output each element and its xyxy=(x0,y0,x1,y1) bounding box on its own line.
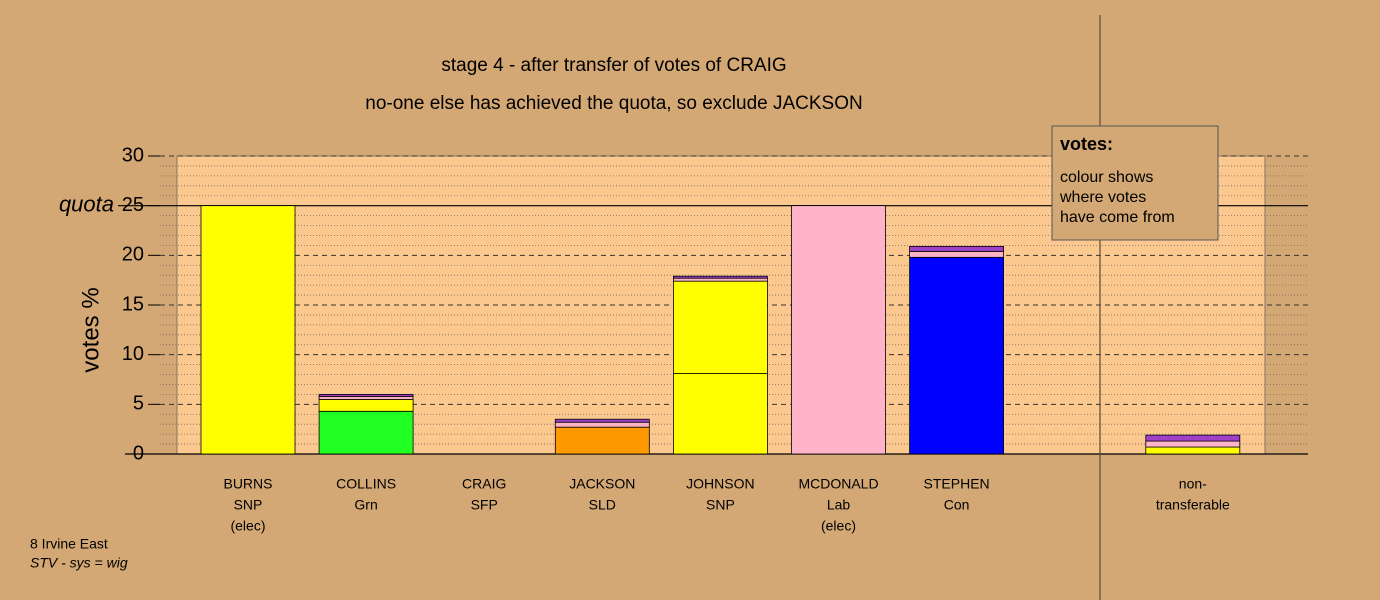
bar-segment xyxy=(318,395,414,400)
x-tick-label: JACKSON xyxy=(569,476,635,492)
y-tick-label: 10 xyxy=(122,343,144,365)
x-tick-label: MCDONALD xyxy=(798,476,878,492)
legend-title: votes: xyxy=(1060,134,1113,154)
legend-text: have come from xyxy=(1060,209,1175,226)
x-tick-label: SNP xyxy=(234,497,263,513)
x-tick-label: COLLINS xyxy=(336,476,396,492)
x-tick-label: SFP xyxy=(471,497,498,513)
y-tick-label: 0 xyxy=(133,442,144,464)
x-tick-label: (elec) xyxy=(821,518,856,534)
bar-segment xyxy=(1145,440,1241,448)
x-tick-label: Lab xyxy=(827,497,851,513)
bar-segment xyxy=(909,256,1004,455)
y-tick-label: 5 xyxy=(133,393,144,415)
bar-segment xyxy=(673,373,768,455)
bar-segment xyxy=(673,277,768,282)
bar-segment xyxy=(318,410,414,455)
y-tick-label: 20 xyxy=(122,244,144,266)
x-tick-label: SLD xyxy=(589,497,616,513)
bar-segment xyxy=(200,205,296,455)
chart-subtitle: no-one else has achieved the quota, so e… xyxy=(365,93,862,114)
quota-label: quota xyxy=(59,191,114,216)
x-tick-label: (elec) xyxy=(230,518,265,534)
x-tick-label: transferable xyxy=(1156,497,1230,513)
y-tick-label: 25 xyxy=(122,194,144,216)
bar-segment xyxy=(791,205,886,455)
y-axis-label: votes % xyxy=(77,287,104,372)
chart-title: stage 4 - after transfer of votes of CRA… xyxy=(441,55,786,76)
x-tick-label: SNP xyxy=(706,497,735,513)
footer-line: STV - sys = wig xyxy=(30,555,128,571)
bar-segment xyxy=(1145,446,1241,455)
x-tick-label: Grn xyxy=(354,497,377,513)
bar-segment xyxy=(554,421,650,428)
bar-segment xyxy=(318,393,414,397)
bar-segment xyxy=(673,280,768,374)
x-tick-label: non- xyxy=(1179,476,1207,492)
x-tick-label: STEPHEN xyxy=(924,476,990,492)
x-tick-label: CRAIG xyxy=(462,476,506,492)
legend-text: where votes xyxy=(1059,189,1146,206)
legend-box xyxy=(1051,125,1219,241)
bar-segment xyxy=(318,398,414,412)
x-tick-label: BURNS xyxy=(223,476,272,492)
y-tick-label: 15 xyxy=(122,293,144,315)
x-tick-label: JOHNSON xyxy=(686,476,754,492)
bar-segment xyxy=(909,245,1004,252)
legend-text: colour shows xyxy=(1060,169,1153,186)
bar-segment xyxy=(554,418,650,423)
bar-segment xyxy=(909,250,1004,258)
bar-segment xyxy=(1145,434,1241,442)
bar-segment xyxy=(554,426,650,455)
bar-segment xyxy=(673,275,768,279)
y-tick-label: 30 xyxy=(122,144,144,166)
x-tick-label: Con xyxy=(944,497,970,513)
footer-line: 8 Irvine East xyxy=(30,536,108,552)
